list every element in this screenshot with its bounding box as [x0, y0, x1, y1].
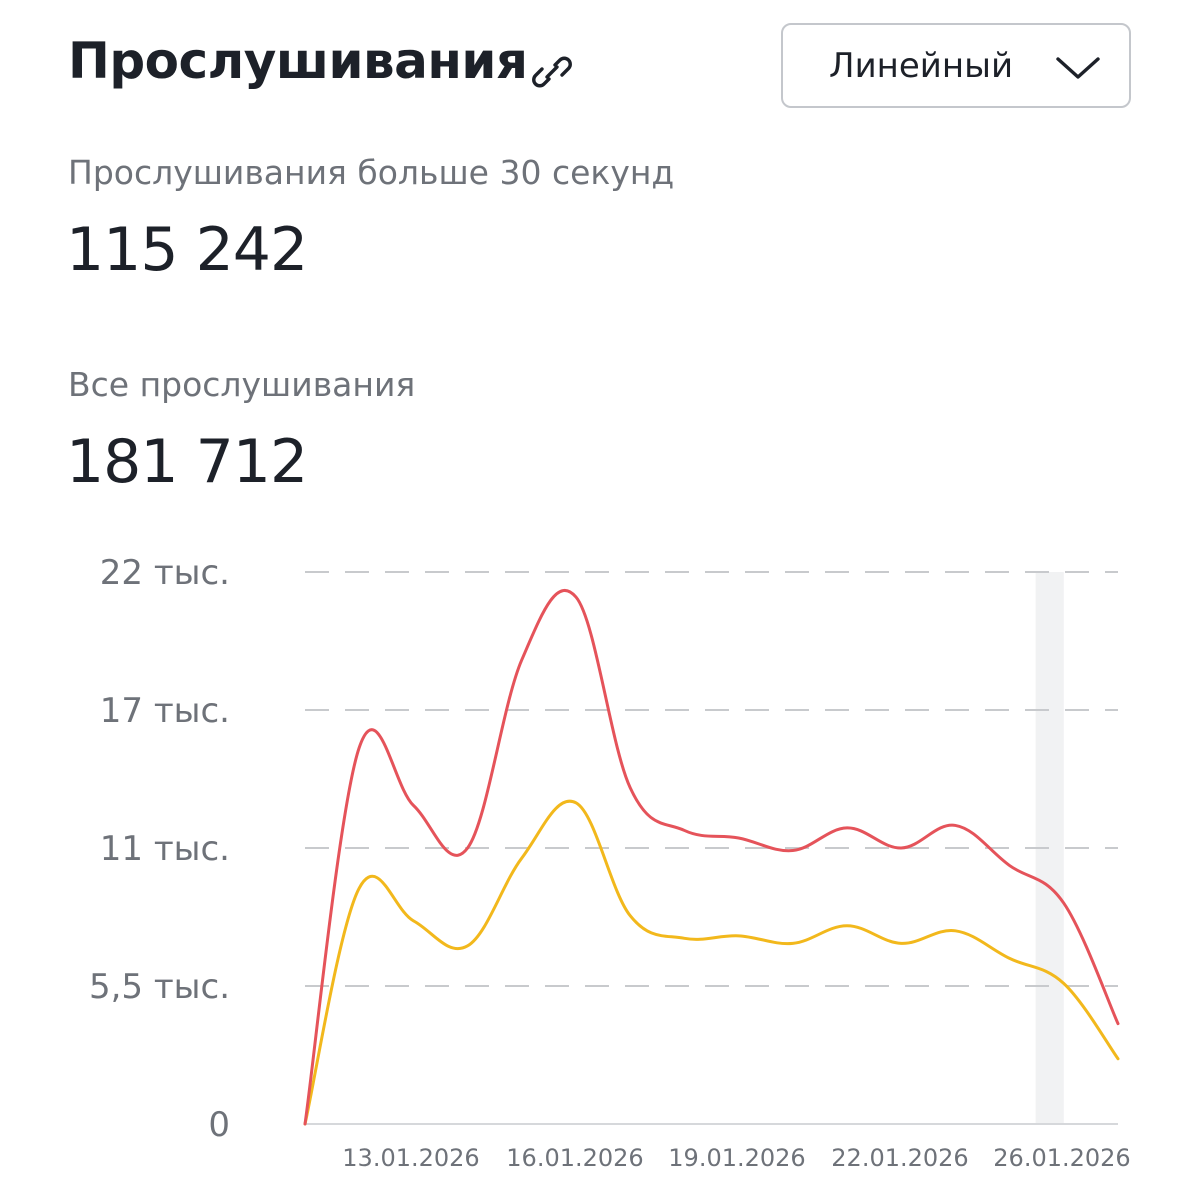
page-title: Прослушивания	[68, 32, 528, 90]
chevron-down-icon	[1056, 57, 1100, 79]
chart-type-value: Линейный	[829, 46, 1014, 86]
metric-label-all: Все прослушивания	[68, 365, 416, 404]
y-tick-label: 17 тыс.	[100, 691, 230, 731]
y-tick-label: 5,5 тыс.	[89, 967, 230, 1007]
x-tick-label: 13.01.2026	[342, 1144, 479, 1172]
x-tick-label: 19.01.2026	[668, 1144, 805, 1172]
metric-label-over30: Прослушивания больше 30 секунд	[68, 153, 675, 192]
series-line-all	[303, 799, 1120, 1126]
series-line-over30	[303, 589, 1120, 1126]
y-tick-label: 0	[208, 1105, 230, 1145]
metric-value-all: 181 712	[66, 427, 308, 497]
link-icon[interactable]	[530, 50, 574, 94]
x-tick-label: 26.01.2026	[993, 1144, 1130, 1172]
y-tick-label: 22 тыс.	[100, 553, 230, 593]
listens-line-chart: 0 5,5 тыс. 11 тыс. 17 тыс. 22 тыс. 13.01.2026…	[89, 553, 1131, 1172]
y-tick-label: 11 тыс.	[100, 829, 230, 869]
chart-type-select[interactable]: Линейный	[781, 23, 1131, 108]
x-tick-label: 16.01.2026	[506, 1144, 643, 1172]
x-tick-label: 22.01.2026	[831, 1144, 968, 1172]
metric-value-over30: 115 242	[66, 215, 308, 285]
